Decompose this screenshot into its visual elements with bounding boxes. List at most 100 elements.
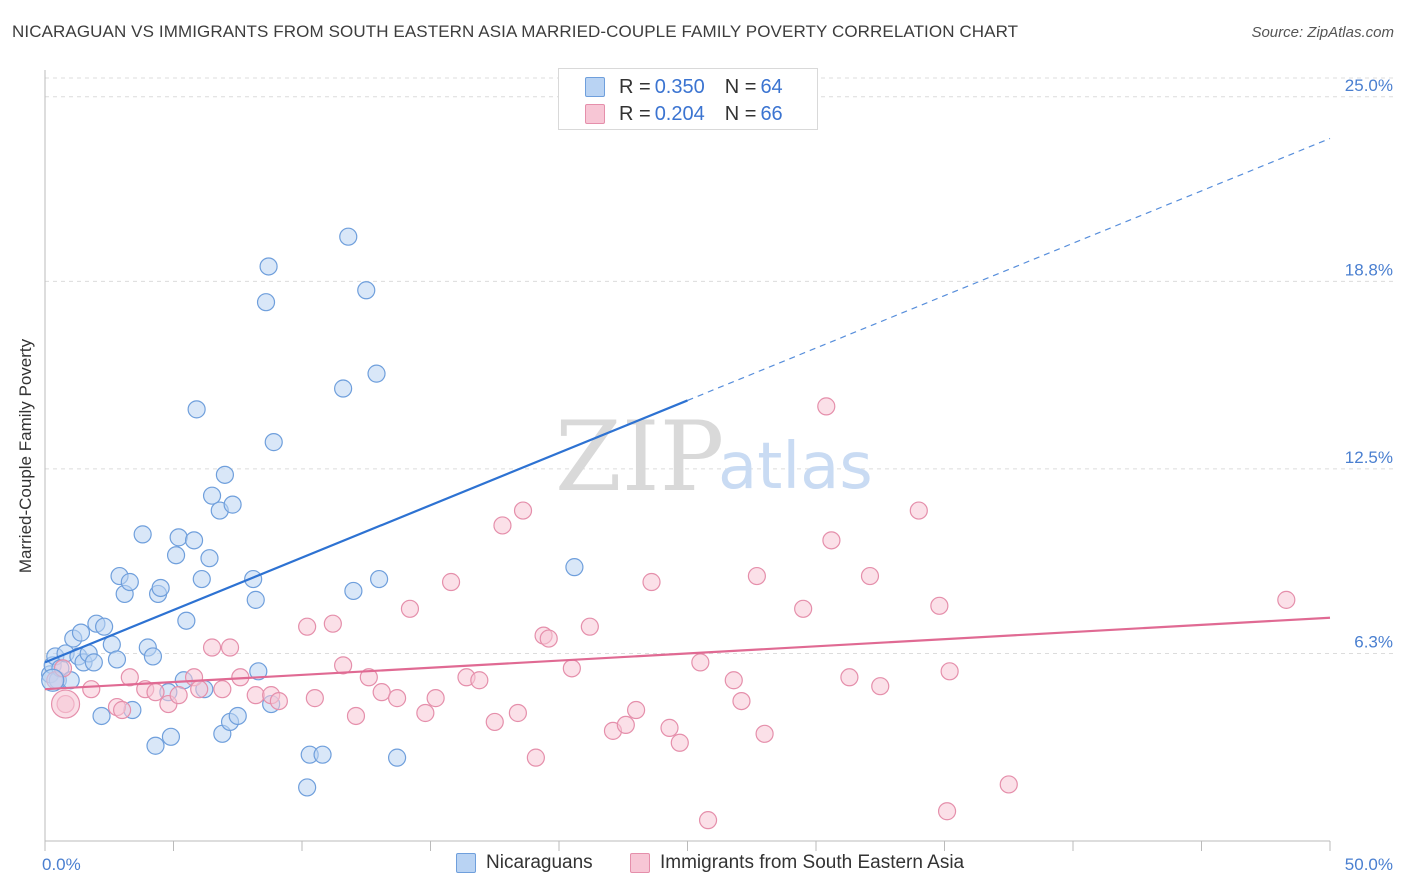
point-sea-immigrant (940, 662, 959, 681)
point-sea-immigrant (513, 501, 533, 520)
legend-row-nicaraguans: R = 0.350 N = 64 (585, 75, 783, 99)
point-nicaraguan (215, 465, 234, 484)
point-sea-immigrant (387, 689, 407, 708)
point-sea-immigrant (305, 689, 324, 708)
point-sea-immigrant (626, 700, 646, 720)
y-tick-label: 25.0% (1345, 76, 1393, 95)
legend-swatch-blue (456, 853, 476, 873)
point-nicaraguan (259, 257, 278, 276)
point-sea-immigrant (426, 689, 445, 708)
point-sea-immigrant (937, 802, 957, 821)
point-nicaraguan (95, 617, 114, 636)
point-sea-immigrant (840, 668, 859, 687)
r-label: R = (619, 102, 651, 125)
point-sea-immigrant (400, 599, 420, 618)
point-nicaraguan (84, 653, 103, 672)
point-nicaraguan (177, 611, 196, 630)
legend-row-sea-immigrants: R = 0.204 N = 66 (585, 102, 783, 126)
r-label: R = (619, 75, 651, 98)
point-sea-immigrant (269, 691, 288, 711)
point-sea-immigrant (146, 683, 165, 702)
point-sea-immigrant (526, 748, 545, 767)
point-sea-immigrant (909, 501, 928, 520)
n-value: 66 (760, 102, 783, 125)
legend-item-nicaraguans: Nicaraguans (456, 852, 593, 874)
point-sea-immigrant (642, 572, 661, 592)
point-nicaraguan (223, 495, 242, 514)
point-sea-immigrant (213, 680, 232, 699)
trend-line-nicaraguans-extension (687, 137, 1331, 401)
point-nicaraguan (357, 281, 376, 300)
point-sea-immigrant (323, 614, 342, 633)
point-nicaraguan (146, 736, 165, 755)
watermark-atlas: atlas (718, 430, 873, 504)
point-sea-immigrant (298, 617, 317, 636)
point-sea-immigrant (220, 638, 240, 657)
point-sea-immigrant (930, 596, 949, 615)
point-nicaraguan (71, 623, 91, 642)
point-nicaraguan (256, 293, 276, 312)
point-sea-immigrant (539, 629, 558, 648)
point-nicaraguan (161, 727, 181, 746)
point-sea-immigrant (871, 677, 890, 696)
point-nicaraguan (313, 745, 332, 764)
x-tick-label: 0.0% (42, 855, 81, 874)
point-sea-immigrant (670, 733, 689, 752)
point-sea-immigrant (747, 566, 766, 586)
point-nicaraguan (298, 778, 317, 797)
source-label: Source: ZipAtlas.com (1251, 24, 1394, 41)
legend-swatch-pink (585, 104, 605, 124)
point-sea-immigrant (441, 572, 461, 592)
n-label: N = (724, 75, 757, 98)
point-sea-immigrant (508, 703, 527, 723)
point-sea-immigrant (794, 599, 813, 618)
point-sea-immigrant (416, 703, 435, 723)
points-layer (41, 227, 1296, 830)
y-tick-label: 6.3% (1354, 632, 1393, 651)
n-label: N = (724, 102, 757, 125)
point-sea-immigrant (691, 653, 710, 672)
point-sea-immigrant (580, 617, 599, 636)
watermark-zip: ZIP (555, 401, 724, 513)
point-nicaraguan (107, 650, 127, 669)
y-tick-label: 18.8% (1345, 260, 1393, 279)
point-nicaraguan (344, 581, 363, 601)
point-nicaraguan (133, 525, 152, 544)
point-nicaraguan (187, 400, 206, 419)
point-sea-immigrant (169, 686, 188, 705)
point-nicaraguan (202, 486, 222, 505)
trend-line-nicaraguans (44, 399, 688, 664)
point-nicaraguan (387, 748, 407, 767)
trend-line-sea-immigrants (44, 616, 1331, 691)
y-tick-label: 12.5% (1345, 448, 1393, 467)
point-sea-immigrant (359, 668, 378, 687)
point-nicaraguan (200, 549, 219, 568)
point-sea-immigrant (999, 775, 1018, 794)
point-sea-immigrant (470, 671, 489, 690)
point-nicaraguan (169, 528, 188, 547)
legend-swatch-pink (630, 853, 650, 873)
point-nicaraguan (184, 531, 204, 550)
r-value: 0.204 (654, 102, 705, 125)
point-sea-immigrant (616, 715, 635, 735)
y-axis-label: Married-Couple Family Poverty (16, 338, 35, 574)
point-sea-immigrant (562, 659, 581, 678)
point-nicaraguan (264, 433, 283, 452)
point-nicaraguan (249, 662, 268, 681)
point-nicaraguan (143, 647, 163, 666)
chart-title: NICARAGUAN VS IMMIGRANTS FROM SOUTH EAST… (12, 22, 1019, 41)
point-nicaraguan (370, 569, 389, 589)
legend-label: Nicaraguans (486, 852, 593, 873)
point-sea-immigrant (120, 668, 139, 687)
point-nicaraguan-cluster (41, 668, 65, 692)
point-sea-immigrant-cluster (50, 689, 81, 719)
point-nicaraguan (367, 364, 386, 383)
point-sea-immigrant (755, 724, 774, 743)
n-value: 64 (760, 75, 783, 98)
point-sea-immigrant (334, 656, 353, 675)
point-sea-immigrant (82, 680, 101, 699)
correlation-legend: R = 0.350 N = 64 R = 0.204 N = 66 (558, 68, 818, 130)
point-sea-immigrant (822, 531, 841, 550)
point-sea-immigrant (493, 516, 512, 535)
